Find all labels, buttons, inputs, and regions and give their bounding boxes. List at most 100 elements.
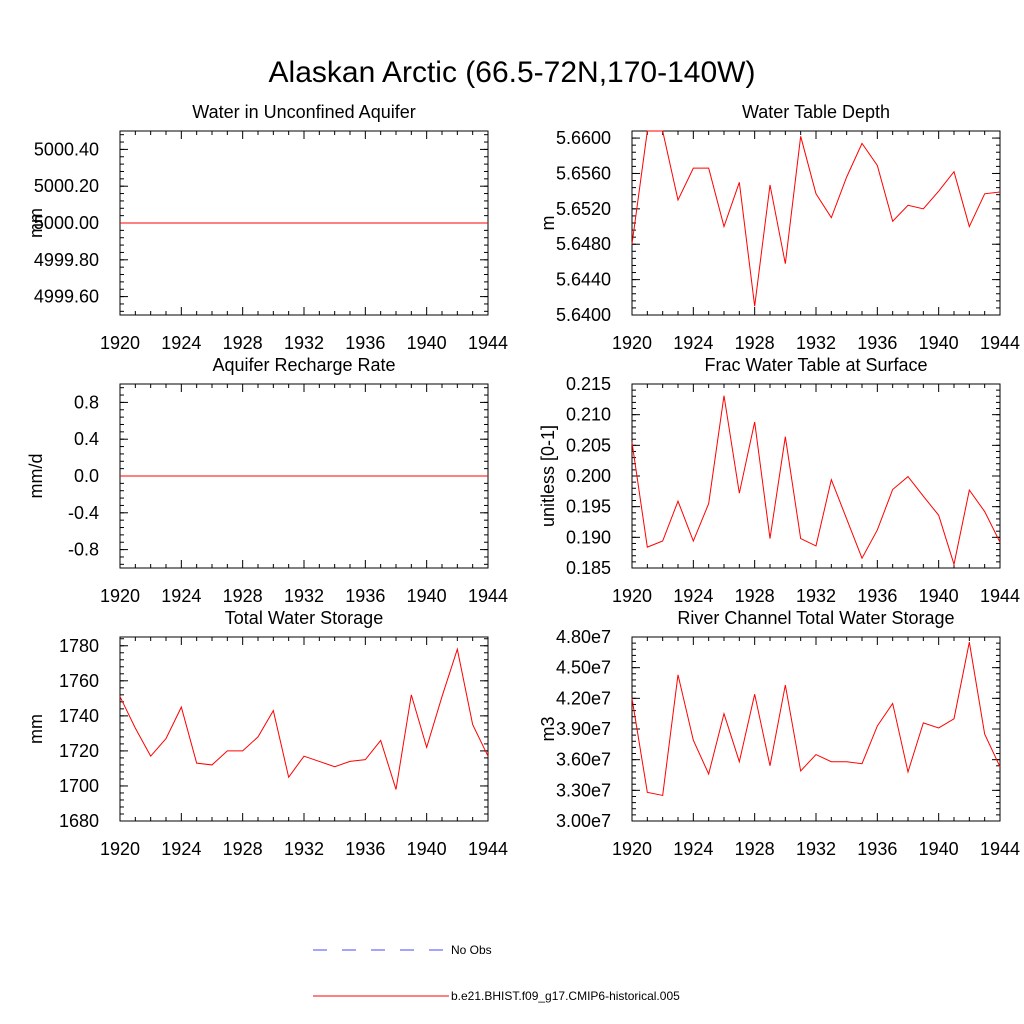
plot-frame xyxy=(631,130,1001,316)
x-tick-label: 1932 xyxy=(796,333,836,353)
x-tick-label: 1928 xyxy=(223,333,263,353)
y-axis-label: unitless [0-1] xyxy=(538,425,558,527)
x-tick-label: 1944 xyxy=(980,333,1020,353)
legend: No Obs b.e21.BHIST.f09_g17.CMIP6-historic… xyxy=(313,943,680,1003)
x-tick-label: 1936 xyxy=(345,839,385,859)
panel-2: Water Table Depth m 1920 1924 1928 1932 1936 19… xyxy=(538,102,1020,353)
x-tick-label: 1944 xyxy=(468,586,508,606)
y-tick-label: 4.80e7 xyxy=(556,627,611,647)
y-tick-label: 4999.60 xyxy=(34,287,99,307)
plot-frame xyxy=(119,636,489,822)
plot-frame xyxy=(631,636,1001,822)
x-tick-label: 1940 xyxy=(919,586,959,606)
panel-5: Total Water Storage mm 1920 1924 1928 1932 193… xyxy=(26,608,508,859)
y-tick-label: 0.200 xyxy=(566,466,611,486)
x-tick-label: 1940 xyxy=(407,839,447,859)
y-tick-label: 0.8 xyxy=(74,392,99,412)
x-tick-label: 1940 xyxy=(407,333,447,353)
series-line xyxy=(631,395,1001,567)
y-tick-label: 0.185 xyxy=(566,558,611,578)
x-tick-label: 1936 xyxy=(857,586,897,606)
x-tick-label: 1924 xyxy=(673,333,713,353)
y-tick-label: 0.205 xyxy=(566,435,611,455)
panel-title: Frac Water Table at Surface xyxy=(704,355,927,375)
panel-3: Aquifer Recharge Rate mm/d 1920 1924 1928 193… xyxy=(26,355,508,606)
x-tick-label: 1932 xyxy=(796,839,836,859)
figure-title: Alaskan Arctic (66.5-72N,170-140W) xyxy=(269,56,756,89)
y-tick-label: 5.6600 xyxy=(556,128,611,148)
y-tick-label: 0.4 xyxy=(74,429,99,449)
x-tick-label: 1932 xyxy=(796,586,836,606)
panel-4: Frac Water Table at Surface unitless [0-1… xyxy=(538,355,1020,606)
y-tick-label: 0.215 xyxy=(566,374,611,394)
x-tick-label: 1920 xyxy=(612,333,652,353)
series-line xyxy=(631,130,1001,307)
y-tick-label: 0.190 xyxy=(566,527,611,547)
y-tick-label: 4.50e7 xyxy=(556,658,611,678)
x-tick-label: 1924 xyxy=(161,333,201,353)
series-line xyxy=(631,642,1001,797)
y-tick-label: -0.8 xyxy=(68,540,99,560)
x-tick-label: 1924 xyxy=(161,586,201,606)
panel-grid: Water in Unconfined Aquifer mm 1920 1924 192… xyxy=(26,102,1020,859)
x-tick-label: 1928 xyxy=(735,586,775,606)
x-tick-label: 1924 xyxy=(673,586,713,606)
panel-1: Water in Unconfined Aquifer mm 1920 1924 192… xyxy=(26,102,508,353)
x-tick-label: 1924 xyxy=(673,839,713,859)
x-tick-label: 1928 xyxy=(735,333,775,353)
y-tick-label: 5.6440 xyxy=(556,270,611,290)
y-tick-label: -0.4 xyxy=(68,503,99,523)
x-tick-label: 1944 xyxy=(980,839,1020,859)
y-tick-label: 0.210 xyxy=(566,405,611,425)
series-line xyxy=(119,647,489,790)
panel-title: River Channel Total Water Storage xyxy=(677,608,954,628)
x-tick-label: 1936 xyxy=(857,839,897,859)
y-tick-label: 5.6520 xyxy=(556,199,611,219)
x-tick-label: 1932 xyxy=(284,586,324,606)
x-tick-label: 1928 xyxy=(223,839,263,859)
panel-title: Water Table Depth xyxy=(742,102,890,122)
x-tick-label: 1920 xyxy=(612,839,652,859)
x-tick-label: 1920 xyxy=(100,839,140,859)
x-tick-label: 1920 xyxy=(612,586,652,606)
legend-label: b.e21.BHIST.f09_g17.CMIP6-historical.005 xyxy=(451,989,680,1003)
y-axis-label: mm xyxy=(26,714,46,744)
y-tick-label: 3.00e7 xyxy=(556,811,611,831)
x-tick-label: 1920 xyxy=(100,586,140,606)
y-tick-label: 1700 xyxy=(59,776,99,796)
y-tick-label: 1740 xyxy=(59,706,99,726)
x-tick-label: 1928 xyxy=(735,839,775,859)
y-tick-label: 5.6480 xyxy=(556,234,611,254)
x-tick-label: 1936 xyxy=(857,333,897,353)
legend-label: No Obs xyxy=(451,943,492,957)
x-tick-label: 1936 xyxy=(345,333,385,353)
x-tick-label: 1944 xyxy=(980,586,1020,606)
plot-frame xyxy=(631,383,1001,569)
x-tick-label: 1940 xyxy=(919,333,959,353)
x-tick-label: 1936 xyxy=(345,586,385,606)
panel-6: River Channel Total Water Storage m3 1920 1… xyxy=(538,608,1020,859)
y-tick-label: 4.20e7 xyxy=(556,688,611,708)
y-tick-label: 5.6400 xyxy=(556,305,611,325)
y-tick-label: 3.30e7 xyxy=(556,780,611,800)
panel-title: Aquifer Recharge Rate xyxy=(212,355,395,375)
y-tick-label: 1680 xyxy=(59,811,99,831)
x-tick-label: 1940 xyxy=(407,586,447,606)
y-tick-label: 3.90e7 xyxy=(556,719,611,739)
x-tick-label: 1944 xyxy=(468,839,508,859)
y-tick-label: 3.60e7 xyxy=(556,750,611,770)
x-tick-label: 1944 xyxy=(468,333,508,353)
y-tick-label: 5000.00 xyxy=(34,213,99,233)
y-axis-label: m3 xyxy=(538,716,558,741)
y-axis-label: m xyxy=(538,216,558,231)
y-axis-label: mm/d xyxy=(26,454,46,499)
y-tick-label: 5000.20 xyxy=(34,176,99,196)
y-tick-label: 0.0 xyxy=(74,466,99,486)
y-tick-label: 0.195 xyxy=(566,497,611,517)
y-tick-label: 5.6560 xyxy=(556,163,611,183)
y-tick-label: 5000.40 xyxy=(34,139,99,159)
y-tick-label: 1760 xyxy=(59,671,99,691)
x-tick-label: 1920 xyxy=(100,333,140,353)
x-tick-label: 1924 xyxy=(161,839,201,859)
